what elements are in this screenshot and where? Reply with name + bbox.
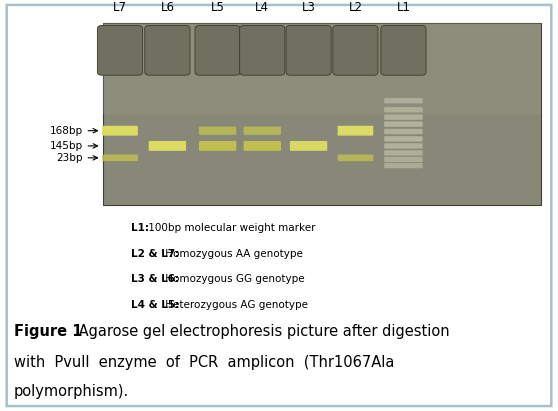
Text: with  Pvull  enzyme  of  PCR  amplicon  (Thr1067Ala: with Pvull enzyme of PCR amplicon (Thr10… — [14, 355, 395, 370]
Text: L5: L5 — [211, 1, 224, 14]
Text: 100bp molecular weight marker: 100bp molecular weight marker — [145, 223, 316, 233]
Text: L6: L6 — [160, 1, 175, 14]
Text: 168bp: 168bp — [50, 126, 83, 136]
FancyBboxPatch shape — [381, 25, 426, 75]
FancyBboxPatch shape — [384, 98, 423, 103]
FancyBboxPatch shape — [148, 141, 186, 151]
Text: L2 & L7:: L2 & L7: — [131, 249, 179, 259]
FancyBboxPatch shape — [338, 155, 373, 161]
FancyBboxPatch shape — [103, 23, 541, 206]
FancyBboxPatch shape — [97, 25, 143, 75]
Text: L1: L1 — [396, 1, 411, 14]
Text: 145bp: 145bp — [50, 141, 83, 151]
Text: L3: L3 — [302, 1, 315, 14]
Text: Homozygous AA genotype: Homozygous AA genotype — [162, 249, 302, 259]
FancyBboxPatch shape — [290, 141, 327, 151]
FancyBboxPatch shape — [333, 25, 378, 75]
Text: Heterozygous AG genotype: Heterozygous AG genotype — [162, 300, 308, 309]
FancyBboxPatch shape — [286, 25, 331, 75]
Text: L2: L2 — [348, 1, 363, 14]
Text: polymorphism).: polymorphism). — [14, 384, 129, 399]
Text: L3 & L6:: L3 & L6: — [131, 274, 179, 284]
Text: 23bp: 23bp — [56, 153, 83, 163]
FancyBboxPatch shape — [102, 155, 138, 161]
FancyBboxPatch shape — [243, 127, 281, 135]
Text: Agarose gel electrophoresis picture after digestion: Agarose gel electrophoresis picture afte… — [74, 324, 450, 339]
FancyBboxPatch shape — [384, 143, 423, 148]
FancyBboxPatch shape — [384, 136, 423, 141]
FancyBboxPatch shape — [384, 150, 423, 155]
FancyBboxPatch shape — [243, 141, 281, 151]
FancyBboxPatch shape — [384, 163, 423, 169]
Text: L4: L4 — [255, 1, 270, 14]
Text: Figure 1: Figure 1 — [14, 324, 83, 339]
FancyBboxPatch shape — [338, 126, 373, 136]
FancyBboxPatch shape — [195, 25, 240, 75]
FancyBboxPatch shape — [199, 141, 237, 151]
FancyBboxPatch shape — [384, 157, 423, 162]
Text: Homozygous GG genotype: Homozygous GG genotype — [162, 274, 305, 284]
Text: L1:: L1: — [131, 223, 149, 233]
FancyBboxPatch shape — [103, 23, 541, 114]
FancyBboxPatch shape — [240, 25, 285, 75]
FancyBboxPatch shape — [384, 129, 423, 134]
FancyBboxPatch shape — [384, 114, 423, 120]
Text: L7: L7 — [113, 1, 127, 14]
Text: L4 & L5:: L4 & L5: — [131, 300, 179, 309]
FancyBboxPatch shape — [102, 126, 138, 136]
FancyBboxPatch shape — [384, 107, 423, 112]
FancyBboxPatch shape — [199, 127, 237, 135]
FancyBboxPatch shape — [384, 122, 423, 127]
FancyBboxPatch shape — [145, 25, 190, 75]
